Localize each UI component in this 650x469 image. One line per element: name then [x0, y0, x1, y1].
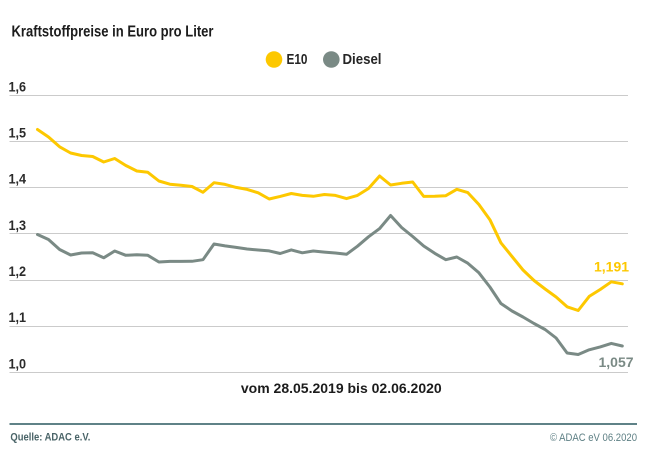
- svg-text:1,191: 1,191: [594, 259, 629, 275]
- svg-text:1,2: 1,2: [9, 263, 27, 279]
- svg-text:1,3: 1,3: [9, 217, 27, 233]
- svg-text:1,057: 1,057: [599, 354, 634, 370]
- svg-text:1,4: 1,4: [9, 171, 27, 187]
- svg-text:1,5: 1,5: [9, 125, 27, 141]
- svg-text:1,6: 1,6: [9, 78, 27, 94]
- svg-text:Kraftstoffpreise in Euro pro L: Kraftstoffpreise in Euro pro Liter: [12, 24, 214, 41]
- svg-text:Diesel: Diesel: [343, 52, 382, 68]
- svg-text:© ADAC eV 06.2020: © ADAC eV 06.2020: [550, 432, 637, 444]
- svg-text:1,1: 1,1: [9, 309, 27, 325]
- svg-text:1,0: 1,0: [9, 355, 27, 371]
- svg-text:Quelle: ADAC e.V.: Quelle: ADAC e.V.: [10, 432, 90, 444]
- svg-text:vom 28.05.2019 bis 02.06.2020: vom 28.05.2019 bis 02.06.2020: [241, 380, 442, 396]
- svg-text:E10: E10: [287, 52, 308, 68]
